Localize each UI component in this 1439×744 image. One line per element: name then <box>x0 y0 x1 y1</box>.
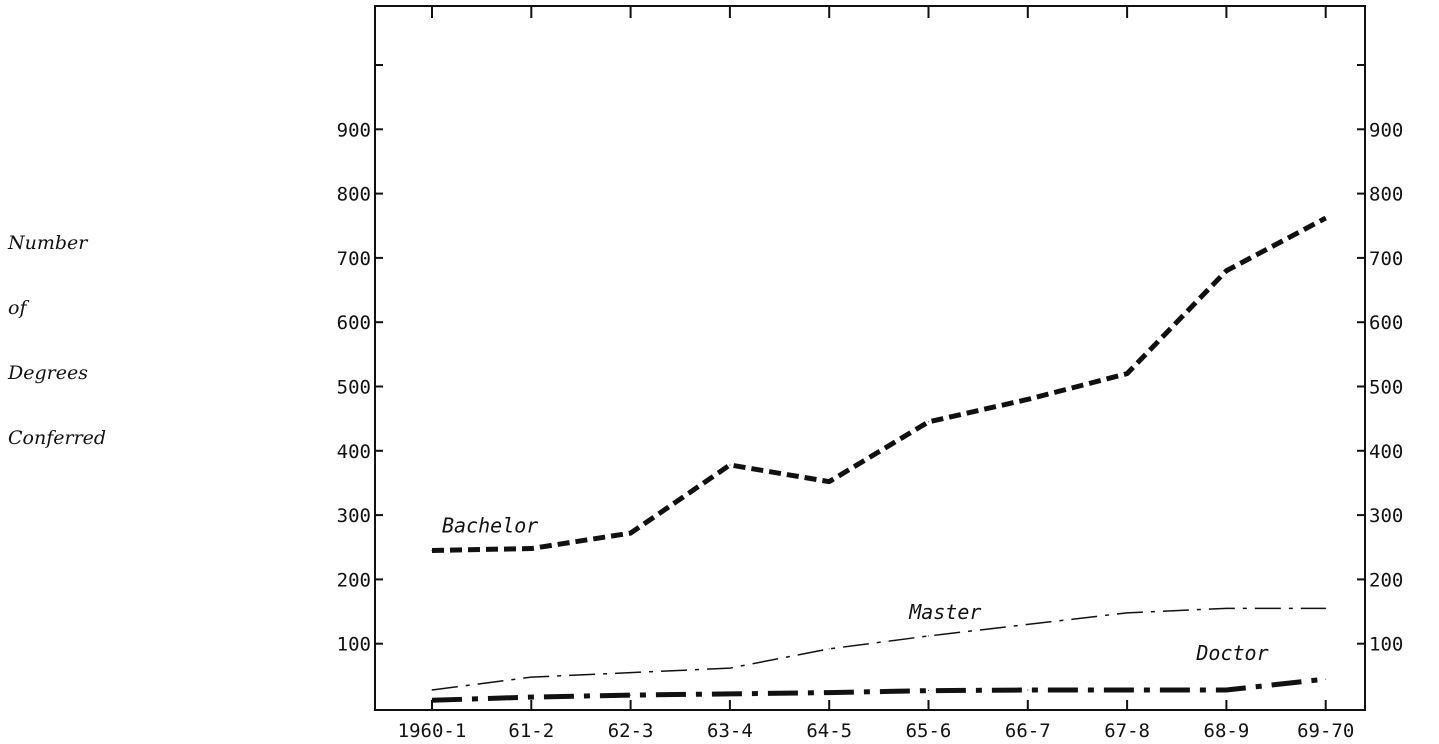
y-tick-label-left: 600 <box>337 312 371 334</box>
series-line-bachelor <box>431 215 1327 553</box>
data-point-bachelor <box>1126 373 1128 375</box>
data-point-master <box>1027 623 1029 625</box>
x-tick-label: 61-2 <box>508 720 554 742</box>
x-tick-label: 1960-1 <box>398 720 467 742</box>
data-point-master <box>1225 607 1227 609</box>
y-axis-label-line-1: Number <box>8 232 88 254</box>
data-point-bachelor <box>928 421 929 423</box>
x-tick-label: 69-70 <box>1297 720 1354 742</box>
data-point-doctor <box>1225 689 1227 691</box>
y-tick-label-right: 400 <box>1369 441 1403 463</box>
data-point-master <box>431 689 433 691</box>
data-point-master <box>630 672 632 674</box>
data-point-doctor <box>1126 689 1128 691</box>
data-point-bachelor <box>828 481 830 483</box>
data-point-doctor <box>1325 678 1327 680</box>
data-point-bachelor <box>1225 270 1227 272</box>
y-tick-label-left: 800 <box>337 184 371 206</box>
data-point-doctor <box>630 694 632 696</box>
y-tick-label-right: 600 <box>1369 312 1403 334</box>
y-axis-label-line-3: Degrees <box>8 362 88 384</box>
y-tick-label-left: 400 <box>337 441 371 463</box>
x-tick-label: 64-5 <box>806 720 852 742</box>
data-point-bachelor <box>530 548 532 550</box>
y-tick-label-right: 900 <box>1369 119 1403 141</box>
x-tick-label: 67-8 <box>1104 720 1150 742</box>
data-point-master <box>928 635 929 637</box>
series-label-master: Master <box>908 600 981 624</box>
y-tick-label-right: 100 <box>1369 634 1403 656</box>
data-point-master <box>828 648 830 650</box>
data-point-doctor <box>729 693 731 695</box>
data-point-bachelor <box>729 464 731 466</box>
y-tick-label-left: 500 <box>337 377 371 399</box>
y-axis-label-line-4: Conferred <box>8 427 107 449</box>
x-tick-label: 68-9 <box>1204 720 1250 742</box>
data-point-master <box>729 667 731 669</box>
x-tick-label: 62-3 <box>608 720 654 742</box>
y-tick-label-right: 700 <box>1369 248 1403 270</box>
y-tick-label-left: 300 <box>337 505 371 527</box>
data-point-bachelor <box>431 549 433 551</box>
x-tick-label: 66-7 <box>1005 720 1051 742</box>
x-tick-label: 65-6 <box>906 720 952 742</box>
data-point-doctor <box>928 690 929 692</box>
series-label-doctor: Doctor <box>1195 641 1268 665</box>
series-line-master <box>431 607 1326 691</box>
y-tick-label-left: 700 <box>337 248 371 270</box>
data-point-bachelor <box>1325 217 1327 219</box>
y-tick-label-right: 200 <box>1369 569 1403 591</box>
x-tick-label: 63-4 <box>707 720 753 742</box>
plot-frame <box>374 5 1366 711</box>
y-axis-label-line-2: of <box>8 297 27 319</box>
y-tick-label-left: 900 <box>337 119 371 141</box>
y-tick-label-right: 500 <box>1369 377 1403 399</box>
data-point-bachelor <box>1027 398 1029 400</box>
series-label-bachelor: Bachelor <box>442 513 538 537</box>
data-point-doctor <box>1027 689 1029 691</box>
data-point-doctor <box>828 692 830 694</box>
y-tick-label-right: 300 <box>1369 505 1403 527</box>
data-point-master <box>1325 607 1327 609</box>
y-tick-label-left: 100 <box>337 634 371 656</box>
data-point-master <box>1126 612 1128 614</box>
data-point-doctor <box>431 699 433 701</box>
data-point-doctor <box>530 696 532 698</box>
data-point-bachelor <box>630 532 632 534</box>
y-tick-label-left: 200 <box>337 569 371 591</box>
data-point-master <box>530 676 532 678</box>
series-line-doctor <box>431 676 1326 703</box>
y-tick-label-right: 800 <box>1369 184 1403 206</box>
